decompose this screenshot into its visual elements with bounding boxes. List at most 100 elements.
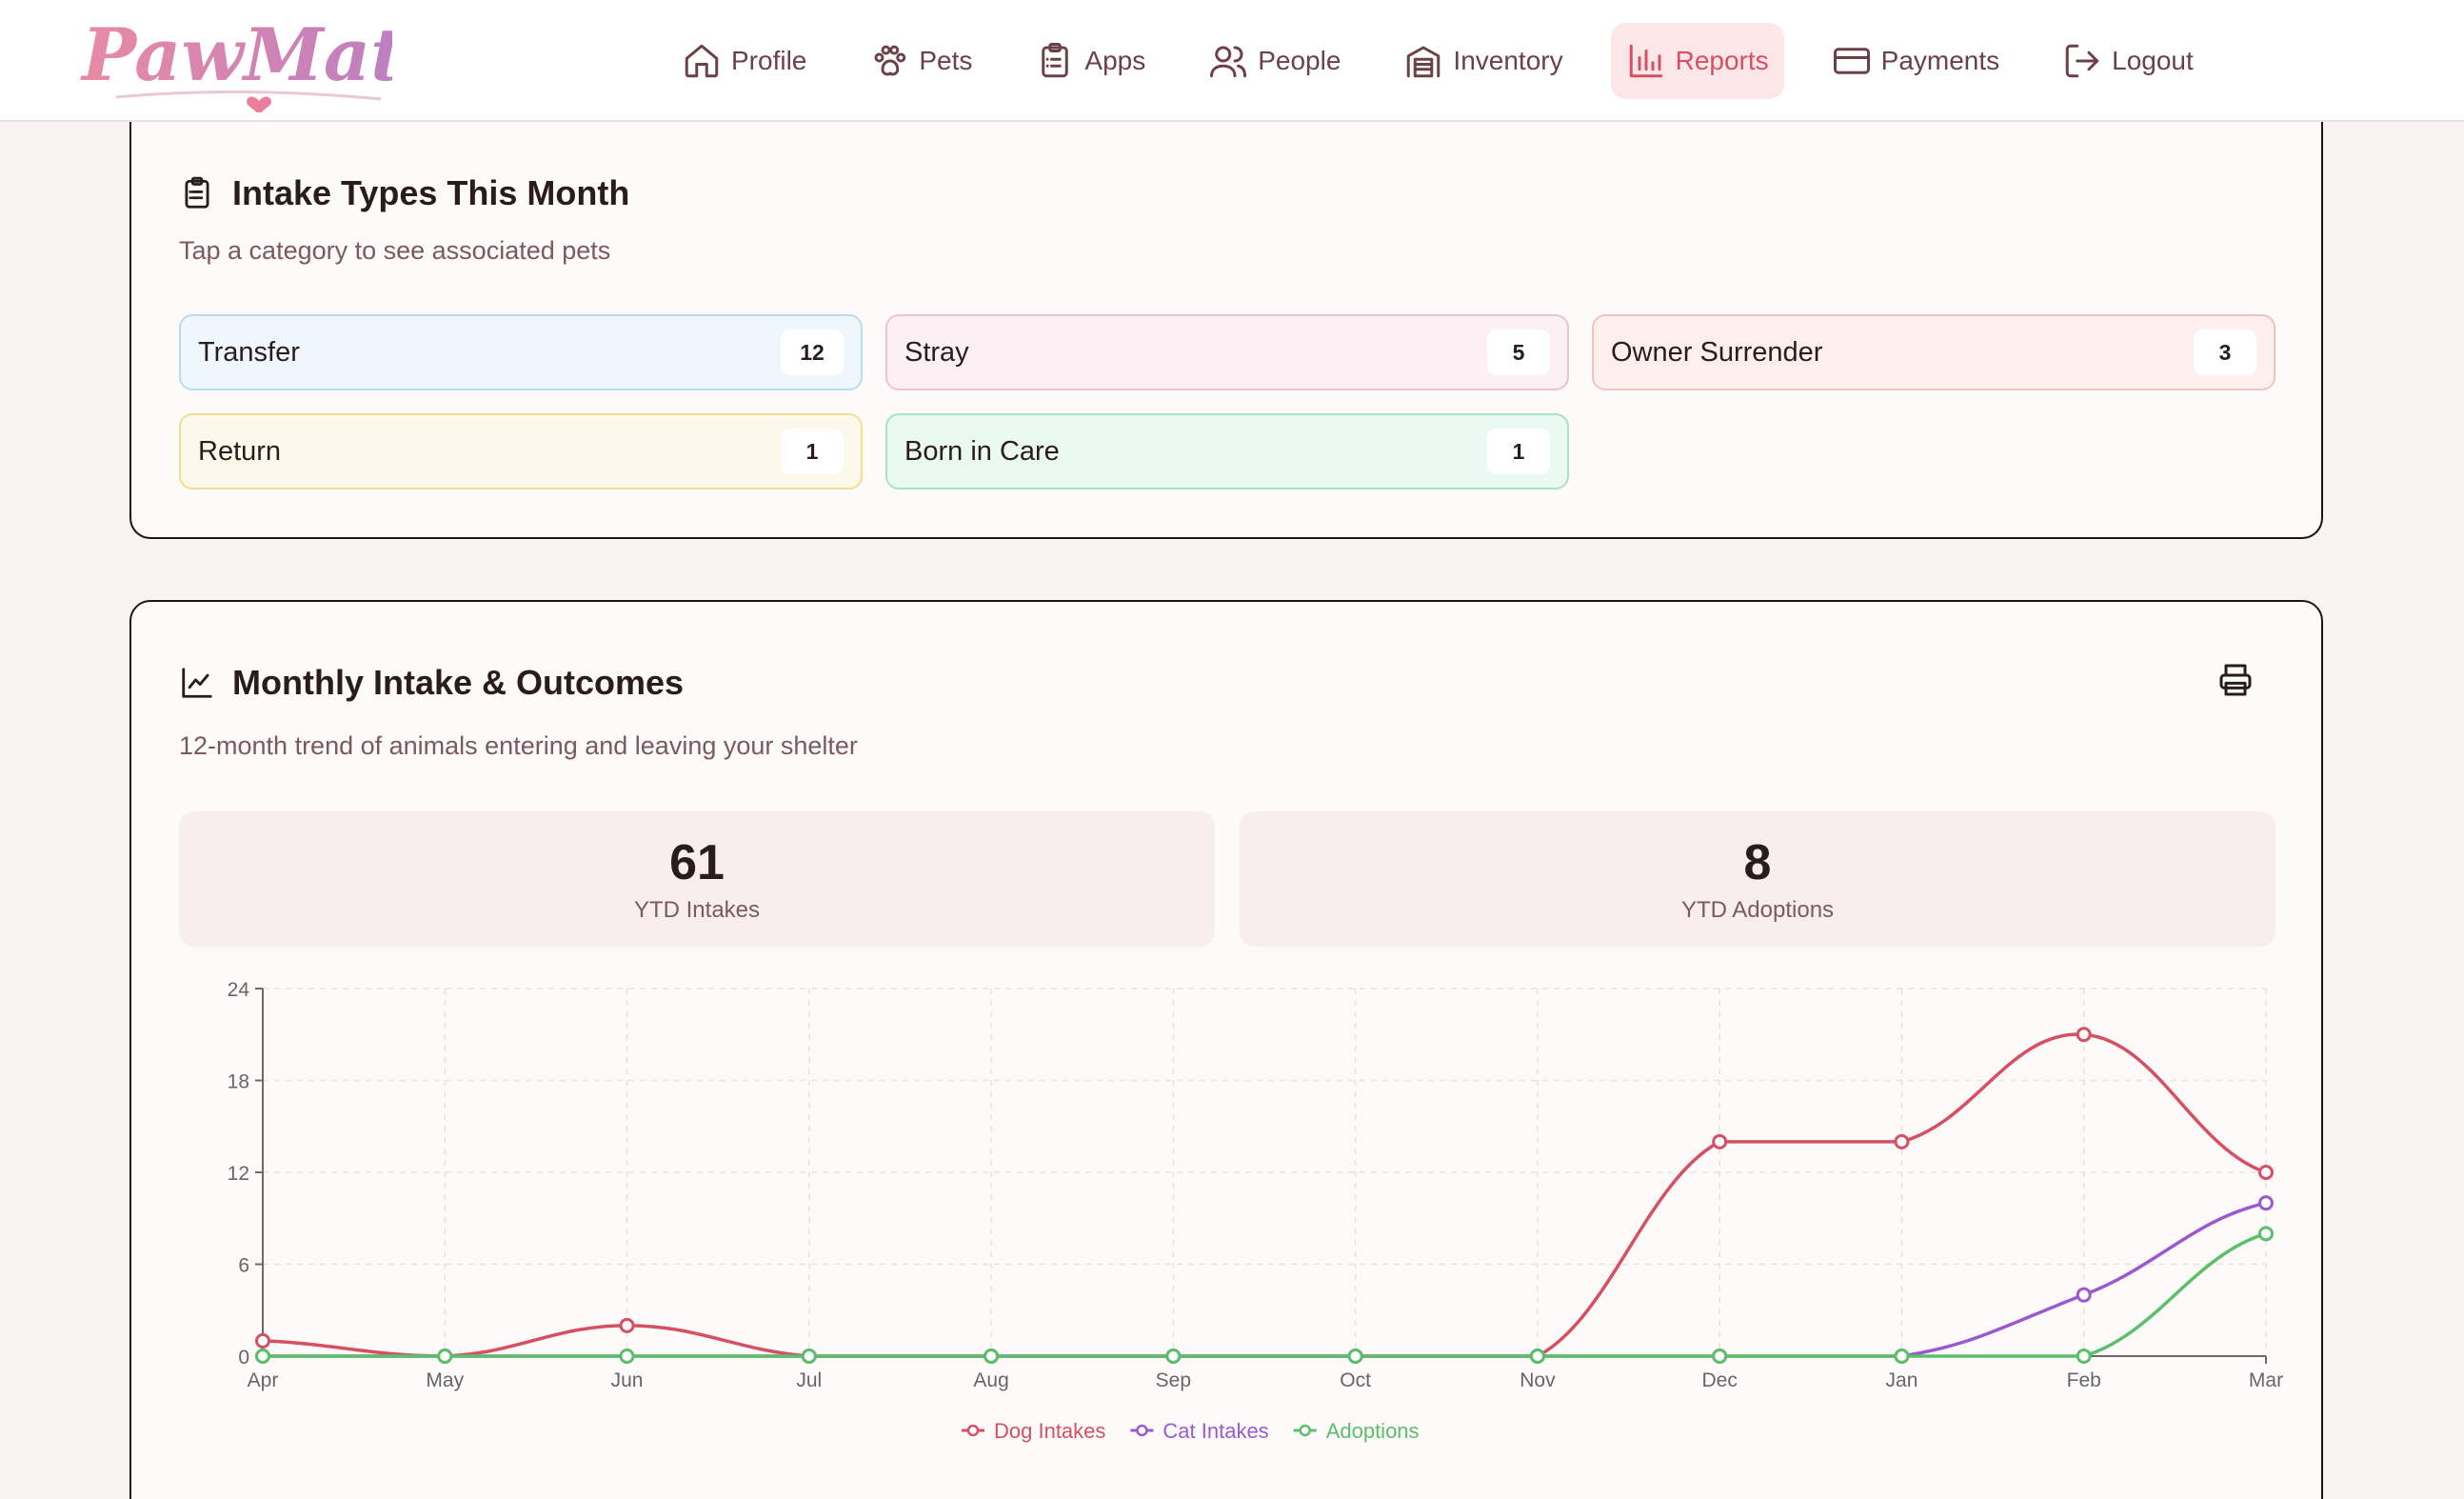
category-count: 3 xyxy=(2194,330,2256,375)
nav-item-label: Pets xyxy=(919,46,973,75)
intake-card-title-text: Intake Types This Month xyxy=(232,173,630,212)
paw-icon xyxy=(874,45,906,76)
data-point-adoptions xyxy=(2258,1226,2274,1242)
y-tick-label: 0 xyxy=(238,1347,249,1369)
intake-card-subtitle: Tap a category to see associated pets xyxy=(179,236,611,265)
nav-item-label: Apps xyxy=(1084,46,1146,75)
trend-card-title: Monthly Intake & Outcomes xyxy=(179,663,684,703)
data-point-adoptions xyxy=(619,1349,635,1364)
users-icon xyxy=(1210,46,1247,78)
nav-item-profile[interactable]: Profile xyxy=(666,23,822,99)
nav-item-reports[interactable]: Reports xyxy=(1610,23,1784,99)
y-tick-label: 12 xyxy=(228,1163,249,1185)
data-point-adoptions xyxy=(984,1349,1000,1364)
legend-marker-cat-intakes xyxy=(1136,1424,1148,1437)
credit-card-icon xyxy=(1833,48,1870,74)
legend-label-cat-intakes: Cat Intakes xyxy=(1162,1419,1268,1443)
x-tick-label: Jan xyxy=(1886,1369,1918,1391)
clipboard-list-icon xyxy=(185,176,209,209)
category-label: Transfer xyxy=(198,336,300,368)
stat-label: YTD Adoptions xyxy=(1680,897,1835,923)
series-line-dog-intakes xyxy=(262,1032,2267,1358)
x-tick-label: Feb xyxy=(2067,1369,2101,1391)
nav-item-label: Inventory xyxy=(1453,46,1563,75)
nav-item-label: Payments xyxy=(1880,46,2000,75)
y-tick-label: 18 xyxy=(228,1071,249,1093)
legend-label-adoptions: Adoptions xyxy=(1326,1419,1420,1443)
data-point-dog-intakes xyxy=(1894,1133,1910,1149)
category-chip-transfer[interactable]: Transfer 12 xyxy=(179,314,863,390)
stat-ytd-intakes: 61 YTD Intakes xyxy=(179,811,1215,947)
data-point-adoptions xyxy=(1165,1349,1182,1364)
trend-card-subtitle: 12-month trend of animals entering and l… xyxy=(179,731,858,760)
line-chart-icon xyxy=(182,668,212,698)
nav-item-logout[interactable]: Logout xyxy=(2047,23,2209,99)
x-tick-label: Apr xyxy=(248,1369,279,1391)
y-tick-label: 24 xyxy=(228,979,250,1001)
x-tick-label: Nov xyxy=(1520,1369,1556,1391)
data-point-adoptions xyxy=(1347,1349,1363,1364)
legend-label-dog-intakes: Dog Intakes xyxy=(994,1419,1105,1443)
category-count: 1 xyxy=(781,429,844,474)
y-tick-label: 6 xyxy=(238,1255,249,1277)
logout-icon xyxy=(2065,44,2099,78)
x-tick-label: May xyxy=(426,1369,464,1391)
series-line-adoptions xyxy=(262,1231,2267,1358)
category-count: 12 xyxy=(781,330,844,375)
x-tick-label: Jun xyxy=(611,1369,644,1391)
category-label: Owner Surrender xyxy=(1611,336,1823,368)
data-point-adoptions xyxy=(2076,1349,2092,1364)
x-tick-label: Aug xyxy=(973,1369,1008,1391)
category-chip-born-in-care[interactable]: Born in Care 1 xyxy=(885,413,1569,490)
data-point-adoptions xyxy=(801,1349,817,1364)
category-label: Born in Care xyxy=(904,435,1060,467)
printer-icon[interactable] xyxy=(2216,661,2255,699)
legend-marker-dog-intakes xyxy=(966,1424,980,1437)
x-tick-label: Mar xyxy=(2249,1369,2283,1391)
data-point-adoptions xyxy=(1712,1349,1728,1364)
data-point-dog-intakes xyxy=(1712,1133,1728,1149)
nav-item-pets[interactable]: Pets xyxy=(854,23,987,99)
trend-card-title-text: Monthly Intake & Outcomes xyxy=(232,663,685,702)
category-label: Stray xyxy=(904,336,969,368)
nav-item-label: Profile xyxy=(731,46,807,75)
data-point-adoptions xyxy=(1894,1349,1910,1364)
data-point-adoptions xyxy=(255,1349,270,1364)
data-point-dog-intakes xyxy=(2258,1165,2274,1180)
nav-item-payments[interactable]: Payments xyxy=(1817,23,2016,99)
intake-card-title: Intake Types This Month xyxy=(179,173,629,213)
category-chip-return[interactable]: Return 1 xyxy=(179,413,863,490)
x-tick-label: Sep xyxy=(1156,1369,1191,1391)
category-chip-owner-surrender[interactable]: Owner Surrender 3 xyxy=(1592,314,2275,390)
data-point-adoptions xyxy=(1529,1349,1545,1364)
data-point-adoptions xyxy=(437,1349,453,1364)
data-point-dog-intakes xyxy=(255,1332,270,1349)
x-tick-label: Dec xyxy=(1702,1369,1738,1391)
nav-item-apps[interactable]: Apps xyxy=(1020,23,1161,99)
stat-ytd-adoptions: 8 YTD Adoptions xyxy=(1240,811,2275,947)
nav-item-people[interactable]: People xyxy=(1193,23,1356,99)
category-count: 1 xyxy=(1487,429,1550,474)
logo-text: PawMates xyxy=(80,12,392,97)
bar-chart-icon xyxy=(1629,44,1662,78)
data-point-dog-intakes xyxy=(619,1317,635,1333)
pawmates-logo[interactable]: PawMates xyxy=(78,6,392,112)
x-tick-label: Oct xyxy=(1340,1369,1371,1391)
category-count: 5 xyxy=(1487,330,1550,375)
category-chip-stray[interactable]: Stray 5 xyxy=(885,314,1569,390)
data-point-dog-intakes xyxy=(2076,1027,2092,1043)
category-label: Return xyxy=(198,435,282,467)
clipboard-icon xyxy=(1042,43,1069,78)
top-navigation-bar: PawMates Profile Pets Apps People Inventory R… xyxy=(0,0,2464,122)
stat-label: YTD Intakes xyxy=(633,897,761,923)
home-icon xyxy=(685,44,719,78)
nav-item-inventory[interactable]: Inventory xyxy=(1388,23,1578,99)
data-point-cat-intakes xyxy=(2076,1287,2092,1303)
stat-value: 8 xyxy=(1743,835,1772,890)
warehouse-icon xyxy=(1407,46,1441,78)
stat-value: 61 xyxy=(669,835,725,890)
intake-types-card: Intake Types This Month Tap a category t… xyxy=(129,120,2323,539)
x-tick-label: Jul xyxy=(796,1369,822,1391)
main-nav: Profile Pets Apps People Inventory Reports Pay… xyxy=(666,23,2241,99)
nav-item-label: Reports xyxy=(1675,46,1769,75)
